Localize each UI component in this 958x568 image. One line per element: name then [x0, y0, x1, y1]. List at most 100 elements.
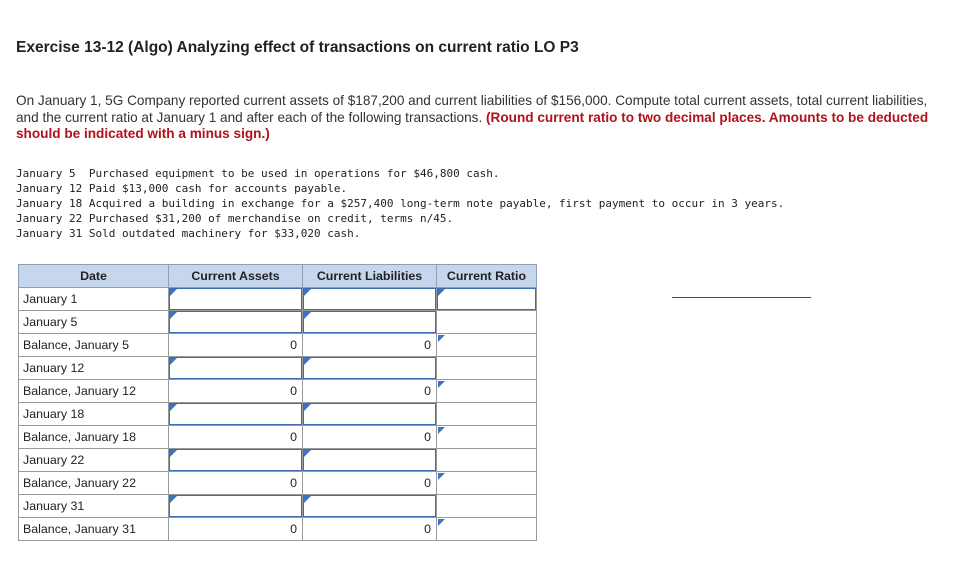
rounding-note: (Round current ratio to two decimal plac… — [16, 109, 929, 142]
current-assets-value: 0 — [168, 517, 303, 541]
current-liabilities-value: 0 — [302, 471, 437, 495]
row-label: January 18 — [18, 402, 169, 426]
instructions: On January 1, 5G Company reported curren… — [16, 93, 946, 143]
row-label: Balance, January 31 — [18, 517, 169, 541]
cell-marker-icon — [438, 289, 445, 296]
cell-marker-icon — [170, 358, 177, 365]
value-text: 0 — [290, 338, 297, 352]
transaction-date: January 5 — [16, 167, 83, 180]
exercise-title: Exercise 13-12 (Algo) Analyzing effect o… — [16, 39, 579, 56]
input-box[interactable] — [303, 288, 436, 310]
table-header-row: Date Current Assets Current Liabilities … — [18, 264, 537, 288]
table-row: January 1 — [18, 287, 537, 311]
table-row: Balance, January 22 0 0 — [18, 471, 537, 495]
transaction-date: January 31 — [16, 227, 83, 240]
current-liabilities-input[interactable] — [302, 356, 437, 380]
transaction-date: January 12 — [16, 182, 83, 195]
empty-cell — [436, 310, 537, 334]
current-ratio-input[interactable] — [436, 517, 537, 541]
current-liabilities-input[interactable] — [302, 402, 437, 426]
table-row: January 18 — [18, 402, 537, 426]
row-label: January 5 — [18, 310, 169, 334]
value-text: 0 — [290, 476, 297, 490]
input-box[interactable] — [169, 288, 302, 310]
cell-marker-icon — [438, 519, 445, 526]
value-text: 0 — [290, 384, 297, 398]
current-liabilities-input[interactable] — [302, 310, 437, 334]
cell-marker-icon — [304, 450, 311, 457]
empty-cell — [436, 356, 537, 380]
cell-marker-icon — [170, 404, 177, 411]
input-box[interactable] — [303, 495, 436, 517]
transaction-text: Acquired a building in exchange for a $2… — [88, 197, 785, 210]
input-box[interactable] — [437, 288, 536, 310]
header-date: Date — [18, 264, 169, 288]
table-row: January 12 — [18, 356, 537, 380]
table-row: Balance, January 31 0 0 — [18, 517, 537, 541]
input-box[interactable] — [303, 449, 436, 471]
current-liabilities-input[interactable] — [302, 287, 437, 311]
current-ratio-input[interactable] — [436, 471, 537, 495]
transaction-date: January 22 — [16, 212, 83, 225]
current-assets-input[interactable] — [168, 402, 303, 426]
input-box[interactable] — [169, 357, 302, 379]
current-ratio-input[interactable] — [436, 333, 537, 357]
transaction-text: Purchased equipment to be used in operat… — [88, 167, 500, 180]
table-row: Balance, January 5 0 0 — [18, 333, 537, 357]
current-ratio-input[interactable] — [436, 287, 537, 311]
cell-marker-icon — [304, 358, 311, 365]
input-box[interactable] — [303, 311, 436, 333]
input-box[interactable] — [169, 311, 302, 333]
header-current-ratio: Current Ratio — [436, 264, 537, 288]
current-assets-value: 0 — [168, 379, 303, 403]
header-current-liabilities: Current Liabilities — [302, 264, 437, 288]
current-ratio-input[interactable] — [436, 379, 537, 403]
row-label: January 12 — [18, 356, 169, 380]
value-text: 0 — [424, 522, 431, 536]
current-assets-input[interactable] — [168, 448, 303, 472]
instructions-text: On January 1, 5G Company reported curren… — [16, 93, 928, 125]
current-assets-input[interactable] — [168, 287, 303, 311]
answer-underline — [672, 297, 811, 298]
table-row: Balance, January 18 0 0 — [18, 425, 537, 449]
input-box[interactable] — [303, 357, 436, 379]
cell-marker-icon — [170, 496, 177, 503]
value-text: 0 — [424, 338, 431, 352]
empty-cell — [436, 448, 537, 472]
current-assets-value: 0 — [168, 425, 303, 449]
empty-cell — [436, 494, 537, 518]
value-text: 0 — [424, 430, 431, 444]
row-label: Balance, January 22 — [18, 471, 169, 495]
table-row: January 22 — [18, 448, 537, 472]
input-box[interactable] — [169, 495, 302, 517]
current-liabilities-value: 0 — [302, 425, 437, 449]
cell-marker-icon — [170, 312, 177, 319]
value-text: 0 — [424, 476, 431, 490]
current-ratio-table: Date Current Assets Current Liabilities … — [18, 264, 537, 541]
transaction-text: Sold outdated machinery for $33,020 cash… — [88, 227, 361, 240]
current-assets-input[interactable] — [168, 494, 303, 518]
row-label: Balance, January 18 — [18, 425, 169, 449]
current-assets-input[interactable] — [168, 356, 303, 380]
current-ratio-input[interactable] — [436, 425, 537, 449]
current-liabilities-input[interactable] — [302, 494, 437, 518]
row-label: Balance, January 5 — [18, 333, 169, 357]
current-liabilities-input[interactable] — [302, 448, 437, 472]
current-assets-value: 0 — [168, 333, 303, 357]
cell-marker-icon — [170, 289, 177, 296]
current-assets-input[interactable] — [168, 310, 303, 334]
table-row: January 5 — [18, 310, 537, 334]
value-text: 0 — [424, 384, 431, 398]
transaction-date: January 18 — [16, 197, 83, 210]
input-box[interactable] — [169, 449, 302, 471]
cell-marker-icon — [304, 496, 311, 503]
input-box[interactable] — [169, 403, 302, 425]
current-liabilities-value: 0 — [302, 379, 437, 403]
cell-marker-icon — [170, 450, 177, 457]
input-box[interactable] — [303, 403, 436, 425]
row-label: January 31 — [18, 494, 169, 518]
current-liabilities-value: 0 — [302, 333, 437, 357]
cell-marker-icon — [304, 404, 311, 411]
row-label: January 22 — [18, 448, 169, 472]
cell-marker-icon — [438, 335, 445, 342]
